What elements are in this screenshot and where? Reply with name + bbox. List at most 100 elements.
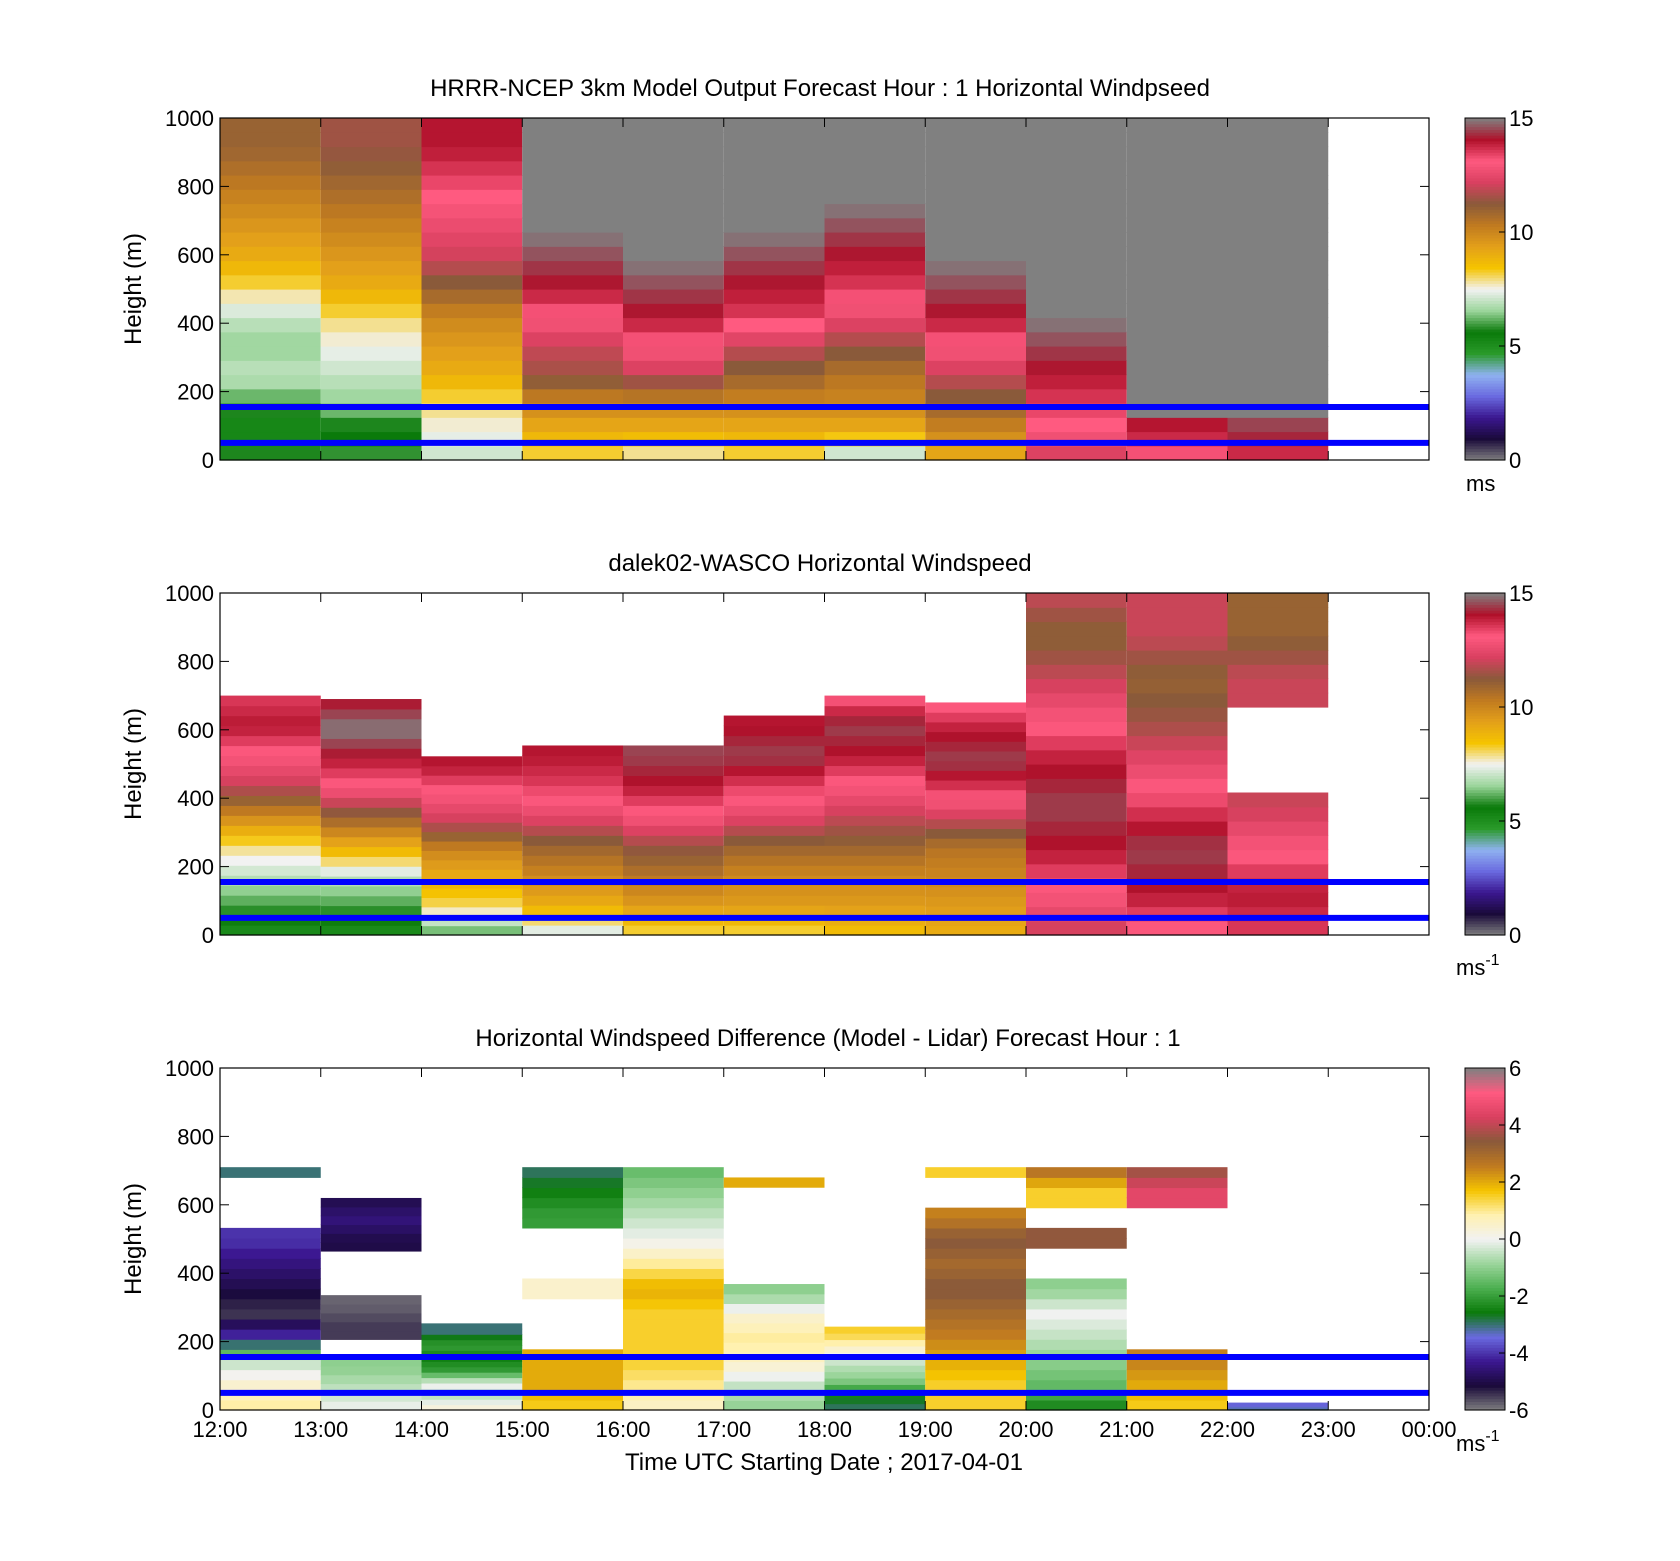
colorbar-swatch xyxy=(1465,615,1505,620)
colorbar-tick-label: 0 xyxy=(1509,448,1521,473)
colorbar-swatch xyxy=(1465,243,1505,247)
colorbar-swatch xyxy=(1465,394,1505,398)
colorbar-swatch xyxy=(1465,1201,1505,1206)
colorbar-swatch xyxy=(1465,906,1505,910)
heatmap-cell xyxy=(522,855,623,866)
colorbar-swatch xyxy=(1465,1258,1505,1263)
y-tick-label: 0 xyxy=(202,448,214,473)
heatmap-cell xyxy=(522,146,623,162)
heatmap-cell xyxy=(1026,821,1127,836)
colorbar-swatch xyxy=(1465,177,1505,182)
colorbar-swatch xyxy=(1465,297,1505,301)
heatmap-cell xyxy=(1126,317,1228,333)
heatmap-cell xyxy=(723,132,825,148)
colorbar-swatch xyxy=(1465,1221,1505,1226)
colorbar-swatch xyxy=(1465,1381,1505,1385)
colorbar-swatch xyxy=(1465,1358,1505,1363)
heatmap-cell xyxy=(1227,360,1329,376)
colorbar-swatch xyxy=(1465,1224,1505,1229)
colorbar-swatch xyxy=(1465,323,1505,327)
colorbar-swatch xyxy=(1465,434,1505,438)
heatmap-cell xyxy=(1126,246,1228,262)
heatmap-cell xyxy=(623,835,724,846)
heatmap-cell xyxy=(1227,317,1329,333)
heatmap-cell xyxy=(1026,1339,1127,1350)
colorbar-swatch xyxy=(1465,687,1505,691)
heatmap-cell xyxy=(824,895,926,906)
colorbar-swatch xyxy=(1465,612,1505,617)
heatmap-cell xyxy=(522,755,623,767)
heatmap-cell xyxy=(421,793,523,804)
heatmap-cell xyxy=(623,303,724,319)
heatmap-cell xyxy=(623,118,724,133)
colorbar-swatch xyxy=(1465,294,1505,299)
heatmap-cell xyxy=(925,175,1026,190)
heatmap-cell xyxy=(320,146,422,162)
heatmap-cell xyxy=(925,303,1026,319)
heatmap-cell xyxy=(1026,1197,1127,1209)
colorbar-swatch xyxy=(1465,200,1505,205)
heatmap-cell xyxy=(421,146,523,162)
colorbar-swatch xyxy=(1465,695,1505,700)
heatmap-cell xyxy=(421,1382,523,1389)
colorbar-swatch xyxy=(1465,348,1505,353)
heatmap-cell xyxy=(320,866,422,877)
heatmap-cell xyxy=(421,812,523,823)
colorbar-tick-label: 15 xyxy=(1509,581,1533,606)
colorbar-swatch xyxy=(1465,912,1505,916)
colorbar-swatch xyxy=(1465,621,1505,625)
colorbar-swatch xyxy=(1465,849,1505,853)
heatmap-cell xyxy=(1227,792,1329,808)
colorbar-swatch xyxy=(1465,1304,1505,1308)
heatmap-cell xyxy=(623,1288,724,1300)
heatmap-cell xyxy=(925,1167,1026,1178)
heatmap-cell xyxy=(320,925,422,936)
heatmap-cell xyxy=(1026,735,1127,751)
heatmap-cell xyxy=(320,777,422,789)
colorbar-swatch xyxy=(1465,866,1505,871)
colorbar-swatch xyxy=(1465,1261,1505,1266)
colorbar-swatch xyxy=(1465,1082,1505,1086)
heatmap-cell xyxy=(723,360,825,376)
heatmap-cell xyxy=(1227,346,1329,361)
heatmap-cell xyxy=(723,388,825,404)
colorbar-unit-exponent: -1 xyxy=(1485,1428,1499,1445)
colorbar-swatch xyxy=(1465,1087,1505,1092)
colorbar-swatch xyxy=(1465,368,1505,373)
colorbar-swatch xyxy=(1465,689,1505,694)
heatmap-cell xyxy=(320,1295,422,1305)
heatmap-cell xyxy=(320,203,422,219)
y-tick-label: 800 xyxy=(177,174,214,199)
heatmap-cell xyxy=(623,1359,724,1371)
colorbar-swatch xyxy=(1465,1344,1505,1348)
colorbar-swatch xyxy=(1465,183,1505,187)
colorbar-swatch xyxy=(1465,226,1505,230)
heatmap-cell xyxy=(1227,388,1329,404)
heatmap-cell xyxy=(1026,1318,1127,1330)
colorbar-swatch xyxy=(1465,1273,1505,1277)
colorbar-swatch xyxy=(1465,1167,1505,1172)
y-tick-label: 600 xyxy=(177,243,214,268)
heatmap-cell xyxy=(220,795,321,806)
colorbar-unit: ms xyxy=(1466,471,1495,496)
heatmap-cell xyxy=(824,1403,926,1411)
colorbar-swatch xyxy=(1465,232,1505,236)
heatmap-cell xyxy=(522,445,623,461)
heatmap-cell xyxy=(1026,132,1127,148)
colorbar-swatch xyxy=(1465,661,1505,665)
heatmap-cell xyxy=(421,1339,523,1346)
colorbar-swatch xyxy=(1465,650,1505,654)
heatmap-cell xyxy=(421,765,523,776)
heatmap-cell xyxy=(1026,331,1127,347)
heatmap-cell xyxy=(1026,806,1127,822)
heatmap-cell xyxy=(220,755,321,767)
colorbar-swatch xyxy=(1465,863,1505,868)
heatmap-cell xyxy=(320,388,422,404)
heatmap-cell xyxy=(1227,260,1329,276)
heatmap-cell xyxy=(220,715,321,727)
heatmap-cell xyxy=(220,360,321,376)
colorbar-swatch xyxy=(1465,363,1505,367)
heatmap-cell xyxy=(925,712,1026,723)
heatmap-cell xyxy=(723,925,825,936)
colorbar-swatch xyxy=(1465,1142,1505,1146)
